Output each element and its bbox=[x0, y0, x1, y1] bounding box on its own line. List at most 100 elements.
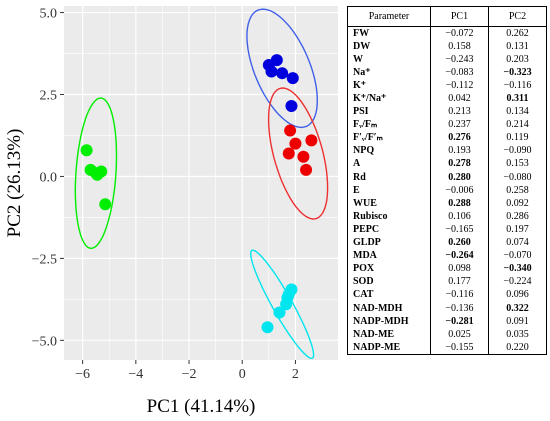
x-tick-label: 2 bbox=[292, 367, 299, 382]
pc2-loading-cell: 0.286 bbox=[488, 210, 547, 224]
parameter-cell: NADP-MDH bbox=[353, 315, 409, 327]
pc2-loading-cell: 0.311 bbox=[488, 92, 547, 106]
pc2-loading-cell: −0.323 bbox=[488, 66, 547, 80]
loadings-row: PEPC −0.165 0.197 bbox=[348, 223, 547, 237]
loadings-row: WUE 0.288 0.092 bbox=[348, 197, 547, 211]
loadings-row: DW 0.158 0.131 bbox=[348, 40, 547, 54]
pc2-loading-cell: 0.153 bbox=[488, 157, 547, 172]
parameter-cell: NAD-MDH bbox=[353, 302, 403, 314]
pc2-loading-cell: −0.340 bbox=[488, 262, 547, 276]
cyan-score-point bbox=[261, 321, 274, 334]
loadings-row: GLDP 0.260 0.074 bbox=[348, 236, 547, 250]
parameter-cell: K⁺ bbox=[353, 79, 367, 91]
y-tick-label: 0.0 bbox=[40, 170, 58, 185]
loadings-row: NADP-ME −0.155 0.220 bbox=[348, 341, 547, 355]
parameter-cell: NADP-ME bbox=[353, 341, 401, 353]
loadings-row: Na⁺ −0.083 −0.323 bbox=[348, 66, 547, 80]
pc1-loading-cell: −0.243 bbox=[430, 53, 489, 67]
pc2-loading-cell: 0.197 bbox=[488, 223, 547, 237]
blue-score-point bbox=[286, 72, 299, 85]
parameter-cell: CAT bbox=[353, 289, 374, 301]
parameter-cell: NPQ bbox=[353, 145, 375, 157]
loadings-row: SOD 0.177 −0.224 bbox=[348, 275, 547, 289]
loadings-row: CAT −0.116 0.096 bbox=[348, 288, 547, 302]
x-tick-label: −6 bbox=[75, 367, 90, 382]
pc2-loading-cell: 0.214 bbox=[488, 118, 547, 132]
pc2-loading-cell: −0.070 bbox=[488, 249, 547, 263]
loadings-row: A 0.278 0.153 bbox=[348, 157, 547, 172]
pc1-loading-cell: −0.155 bbox=[430, 341, 489, 355]
green-score-point bbox=[91, 168, 104, 181]
loadings-row: Rd 0.280 −0.080 bbox=[348, 171, 547, 185]
parameter-cell: K⁺/Na⁺ bbox=[353, 93, 387, 105]
pc2-loading-cell: 0.262 bbox=[488, 26, 547, 41]
y-tick-label: −5.0 bbox=[32, 334, 57, 349]
green-score-point bbox=[80, 144, 93, 157]
loadings-row: POX 0.098 −0.340 bbox=[348, 262, 547, 276]
loadings-row: Rubisco 0.106 0.286 bbox=[348, 210, 547, 224]
parameter-cell: E bbox=[353, 184, 360, 196]
loadings-row: NAD-ME 0.025 0.035 bbox=[348, 328, 547, 342]
pc1-loading-cell: −0.136 bbox=[430, 301, 489, 316]
pc2-loading-cell: 0.119 bbox=[488, 131, 547, 145]
green-group-ellipse bbox=[74, 97, 118, 250]
grid-lines bbox=[64, 6, 338, 360]
red-group-ellipse bbox=[267, 87, 329, 220]
pc1-loading-cell: 0.042 bbox=[430, 92, 489, 106]
red-score-point bbox=[282, 147, 295, 160]
red-score-point bbox=[289, 137, 302, 150]
loadings-body: FW −0.072 0.262 DW 0.158 0.131 W −0.243 0.203 Na⁺… bbox=[348, 26, 547, 355]
parameter-cell: Rubisco bbox=[353, 210, 388, 222]
blue-score-point bbox=[265, 65, 278, 78]
pc1-loading-cell: 0.106 bbox=[430, 210, 489, 224]
header-pc2: PC2 bbox=[488, 6, 547, 27]
pc2-loading-cell: 0.092 bbox=[488, 197, 547, 211]
blue-score-point bbox=[285, 99, 298, 112]
x-tick-label: 0 bbox=[239, 367, 246, 382]
pc1-loading-cell: 0.098 bbox=[430, 262, 489, 276]
loadings-row: NPQ 0.193 −0.090 bbox=[348, 144, 547, 158]
pc1-loading-cell: −0.165 bbox=[430, 223, 489, 237]
red-score-point bbox=[284, 124, 297, 137]
y-axis-ticks: −5.0 −2.5 0.0 2.5 5.0 bbox=[32, 7, 64, 349]
pc1-loading-cell: −0.281 bbox=[430, 315, 489, 329]
pc1-loading-cell: 0.260 bbox=[430, 236, 489, 250]
header-pc1: PC1 bbox=[430, 6, 489, 27]
loadings-row: PSI 0.213 0.134 bbox=[348, 105, 547, 119]
pc2-loading-cell: −0.080 bbox=[488, 171, 547, 185]
blue-score-point bbox=[270, 54, 283, 67]
pc2-loading-cell: 0.091 bbox=[488, 315, 547, 329]
pc2-loading-cell: 0.134 bbox=[488, 105, 547, 119]
pc2-loading-cell: −0.116 bbox=[488, 79, 547, 93]
parameter-cell: Na⁺ bbox=[353, 66, 371, 78]
parameter-cell: A bbox=[353, 158, 361, 170]
pc1-loading-cell: 0.177 bbox=[430, 275, 489, 289]
pc1-loading-cell: −0.006 bbox=[430, 184, 489, 198]
pc1-loading-cell: −0.116 bbox=[430, 288, 489, 302]
loadings-row: F′ᵥ/F′ₘ 0.276 0.119 bbox=[348, 131, 547, 145]
pc1-loading-cell: 0.276 bbox=[430, 131, 489, 145]
parameter-cell: NAD-ME bbox=[353, 328, 395, 340]
loadings-row: FW −0.072 0.262 bbox=[348, 26, 547, 41]
pc2-loading-cell: 0.322 bbox=[488, 301, 547, 316]
header-parameter: Parameter bbox=[347, 6, 431, 27]
x-tick-label: −4 bbox=[128, 367, 143, 382]
loadings-row: MDA −0.264 −0.070 bbox=[348, 249, 547, 263]
pc2-loading-cell: 0.220 bbox=[488, 341, 547, 355]
pc2-loading-cell: 0.074 bbox=[488, 236, 547, 250]
pc1-loading-cell: 0.213 bbox=[430, 105, 489, 119]
pca-score-plot: −6 −4 −2 0 2 −5.0−2.50.02.55.0 PC1 (41.14%) … bbox=[4, 6, 338, 417]
parameter-cell: Fᵥ/Fₘ bbox=[353, 119, 378, 131]
red-score-point bbox=[305, 134, 318, 147]
parameter-cell: PSI bbox=[353, 106, 369, 118]
red-score-point bbox=[300, 163, 313, 176]
pc2-loading-cell: 0.131 bbox=[488, 40, 547, 54]
pc1-loading-cell: 0.237 bbox=[430, 118, 489, 132]
parameter-cell: MDA bbox=[353, 250, 377, 262]
pc1-loading-cell: −0.072 bbox=[430, 26, 489, 41]
loadings-row: K⁺/Na⁺ 0.042 0.311 bbox=[348, 92, 547, 106]
pc1-loading-cell: −0.264 bbox=[430, 249, 489, 263]
score-points bbox=[80, 54, 318, 334]
parameter-cell: DW bbox=[353, 40, 371, 52]
blue-group-ellipse bbox=[246, 8, 319, 129]
